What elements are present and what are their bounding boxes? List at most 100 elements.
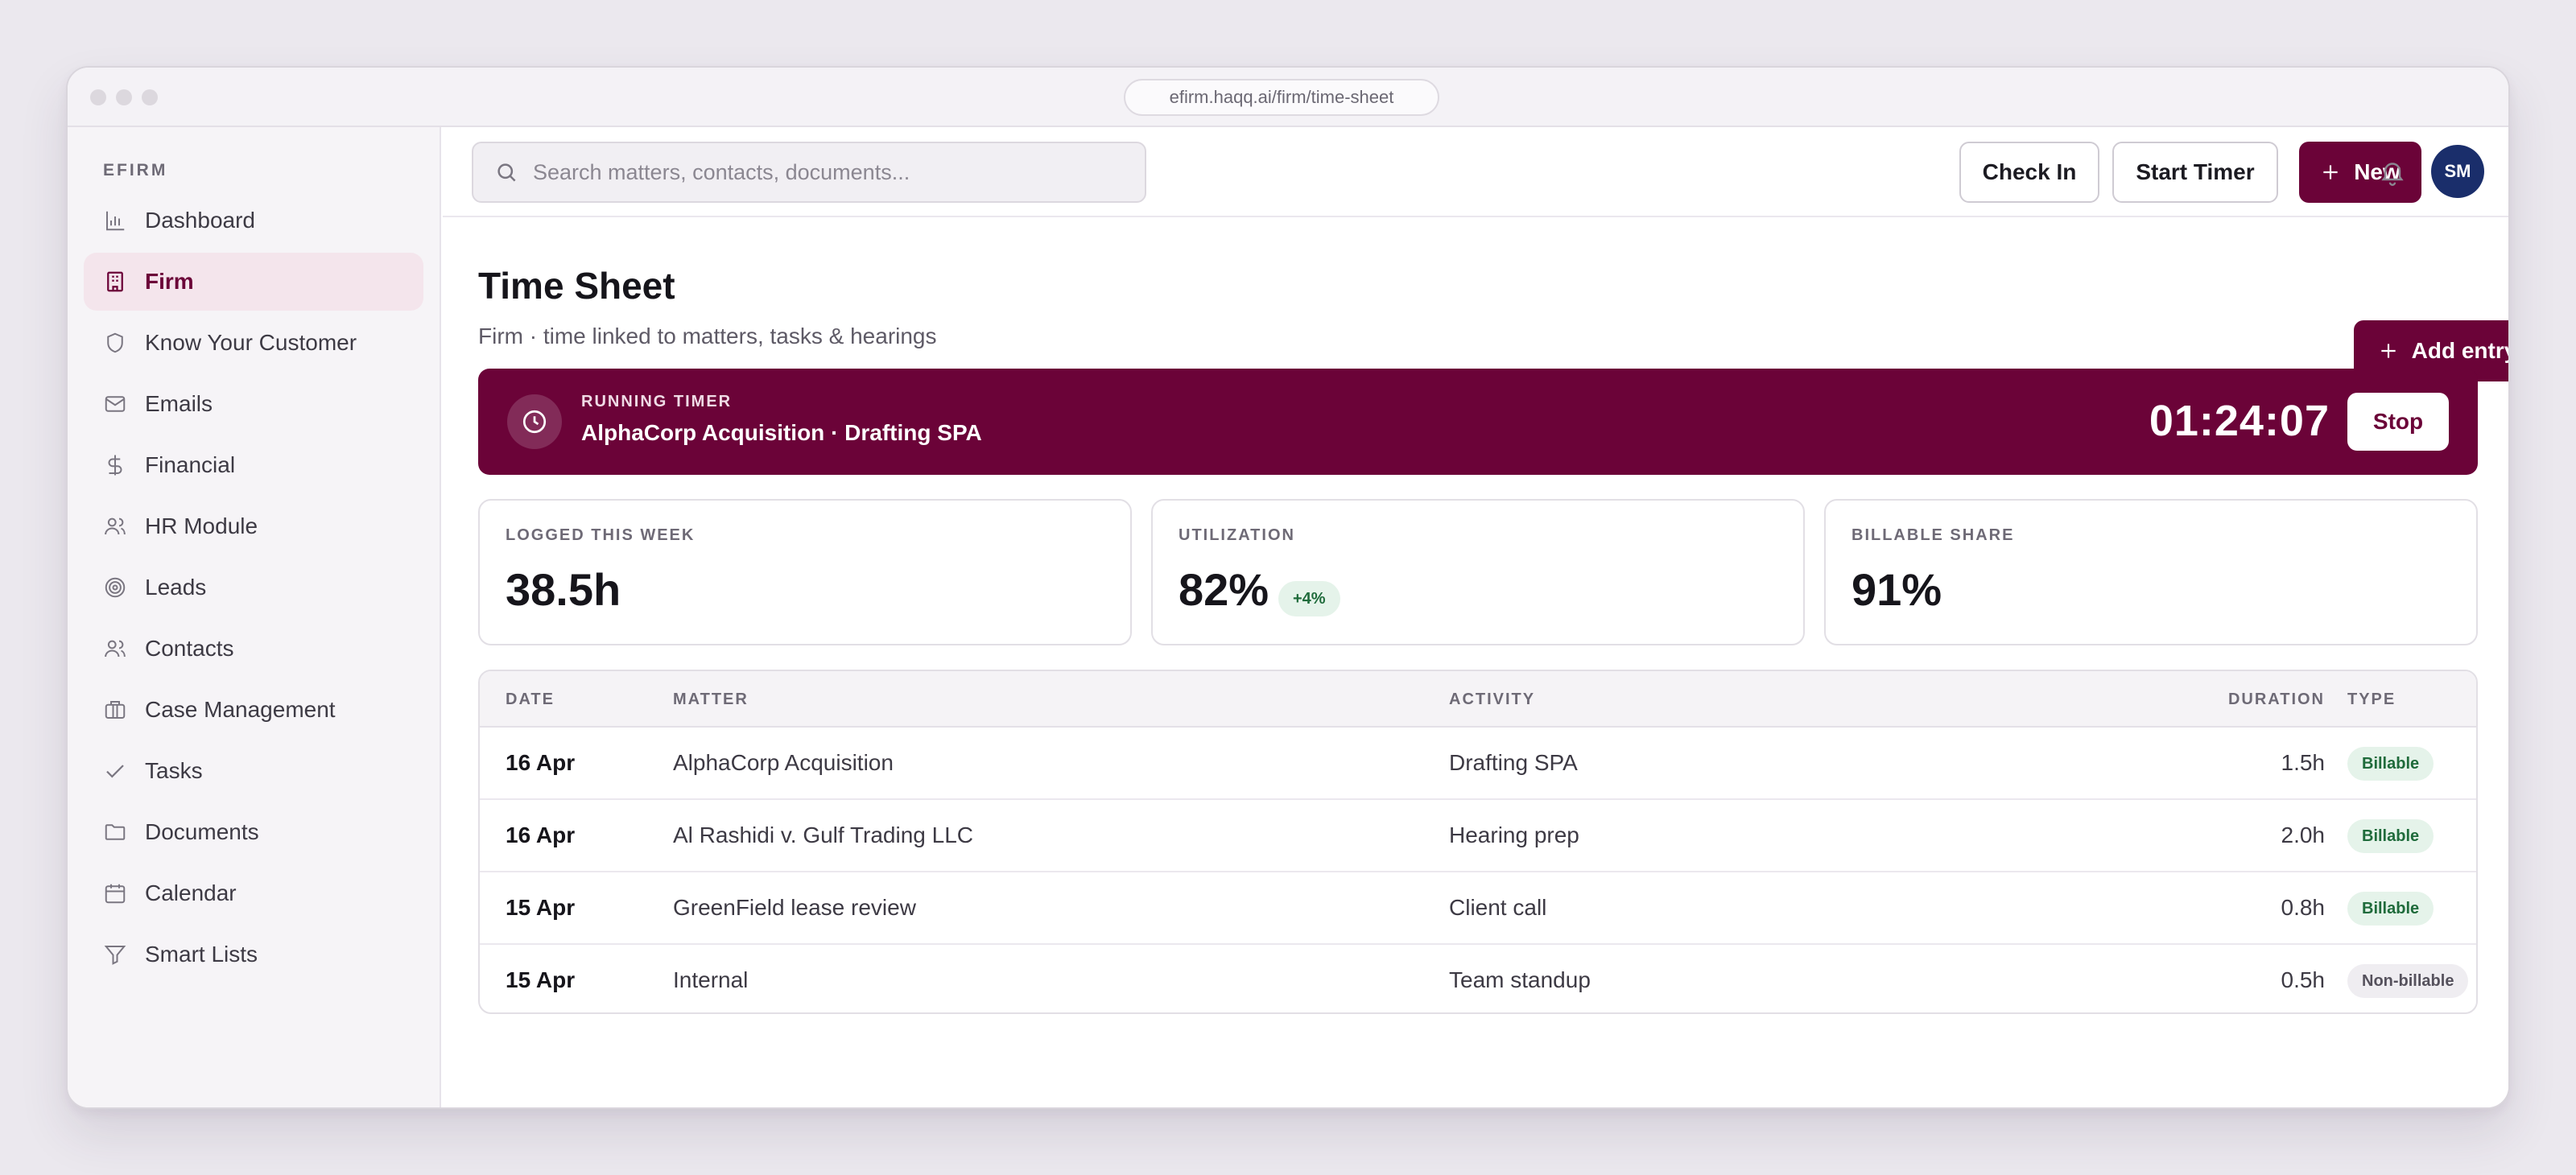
sidebar-item-label: Smart Lists: [145, 942, 258, 967]
sidebar-item-label: Documents: [145, 819, 259, 844]
sidebar-item-case-management[interactable]: Case Management: [84, 681, 423, 739]
cell-date: 15 Apr: [506, 895, 576, 920]
timer-title: AlphaCorp Acquisition · Drafting SPA: [581, 420, 982, 445]
sidebar-item-smart-lists[interactable]: Smart Lists: [84, 926, 423, 983]
cell-matter[interactable]: Al Rashidi v. Gulf Trading LLC: [673, 822, 973, 847]
cell-activity: Drafting SPA: [1449, 750, 1578, 775]
clock-icon: [507, 394, 562, 449]
sidebar-item-label: Firm: [145, 269, 194, 294]
stat-label: UTILIZATION: [1179, 526, 1295, 544]
window-maximize-dot[interactable]: [142, 89, 158, 105]
sidebar-item-hr-module[interactable]: HR Module: [84, 497, 423, 555]
stat-value: 82%: [1179, 564, 1269, 615]
folder-icon: [103, 820, 127, 844]
column-header-duration[interactable]: DURATION: [2227, 691, 2325, 708]
type-badge: Billable: [2347, 892, 2434, 926]
cell-duration: 0.5h: [2281, 967, 2326, 992]
dollar-icon: [103, 453, 127, 477]
stat-value: 38.5h: [506, 564, 621, 615]
browser-titlebar: efirm.haqq.ai/firm/time-sheet: [68, 68, 2508, 127]
users-icon: [103, 514, 127, 538]
target-icon: [103, 575, 127, 600]
main-content: Search matters, contacts, documents... C…: [443, 127, 2508, 1107]
stat-label: BILLABLE SHARE: [1852, 526, 2015, 544]
sidebar-item-contacts[interactable]: Contacts: [84, 620, 423, 678]
cell-date: 15 Apr: [506, 967, 576, 992]
sidebar-item-emails[interactable]: Emails: [84, 375, 423, 433]
cell-duration: 1.5h: [2281, 750, 2326, 775]
start-timer-button[interactable]: Start Timer: [2112, 142, 2278, 203]
cell-date: 16 Apr: [506, 822, 576, 847]
column-header-type[interactable]: TYPE: [2347, 691, 2396, 708]
sidebar-item-label: Case Management: [145, 697, 336, 722]
sidebar-item-calendar[interactable]: Calendar: [84, 864, 423, 922]
sidebar-item-leads[interactable]: Leads: [84, 559, 423, 616]
check-icon: [103, 759, 127, 783]
type-badge: Billable: [2347, 747, 2434, 781]
sidebar-item-label: HR Module: [145, 513, 258, 538]
table-row[interactable]: 15 Apr Internal Team standup 0.5h Non-bi…: [480, 945, 2476, 1012]
user-avatar[interactable]: SM: [2431, 145, 2484, 198]
top-bar: Search matters, contacts, documents... C…: [443, 127, 2508, 217]
cell-duration: 2.0h: [2281, 822, 2326, 847]
stat-card-logged: LOGGED THIS WEEK 38.5h: [478, 499, 1132, 645]
search-placeholder: Search matters, contacts, documents...: [533, 159, 910, 184]
search-input[interactable]: Search matters, contacts, documents...: [472, 142, 1146, 203]
column-header-date[interactable]: DATE: [506, 691, 555, 708]
table-row[interactable]: 15 Apr GreenField lease review Client ca…: [480, 872, 2476, 945]
bell-icon[interactable]: [2378, 158, 2407, 187]
cell-duration: 0.8h: [2281, 895, 2326, 920]
sidebar-item-label: Tasks: [145, 758, 203, 783]
stop-button[interactable]: Stop: [2347, 393, 2449, 451]
sidebar-item-label: Emails: [145, 391, 213, 416]
stat-card-billable-share: BILLABLE SHARE 91%: [1824, 499, 2478, 645]
mail-icon: [103, 392, 127, 416]
type-badge: Billable: [2347, 819, 2434, 853]
sidebar-item-dashboard[interactable]: Dashboard: [84, 192, 423, 249]
search-icon: [497, 163, 516, 182]
stat-card-utilization: UTILIZATION 82% +4%: [1151, 499, 1805, 645]
browser-window: efirm.haqq.ai/firm/time-sheet EFIRM Dash…: [66, 66, 2510, 1109]
sidebar: EFIRM Dashboard Firm Know Your Customer …: [68, 127, 441, 1107]
window-minimize-dot[interactable]: [116, 89, 132, 105]
time-entries-table: DATE MATTER ACTIVITY DURATION TYPE 16 Ap…: [478, 670, 2478, 1014]
sidebar-item-firm[interactable]: Firm: [84, 253, 423, 311]
timer-label: RUNNING TIMER: [581, 393, 733, 410]
sidebar-item-tasks[interactable]: Tasks: [84, 742, 423, 800]
table-row[interactable]: 16 Apr AlphaCorp Acquisition Drafting SP…: [480, 728, 2476, 800]
table-header: DATE MATTER ACTIVITY DURATION TYPE: [480, 671, 2476, 728]
sidebar-item-label: Dashboard: [145, 208, 255, 233]
sidebar-item-label: Know Your Customer: [145, 330, 357, 355]
building-icon: [103, 270, 127, 294]
type-badge: Non-billable: [2347, 964, 2469, 998]
cell-activity: Client call: [1449, 895, 1547, 920]
cell-matter[interactable]: GreenField lease review: [673, 895, 916, 920]
check-in-button[interactable]: Check In: [1959, 142, 2099, 203]
bar-chart-icon: [103, 208, 127, 233]
cell-matter[interactable]: AlphaCorp Acquisition: [673, 750, 894, 775]
cell-date: 16 Apr: [506, 750, 576, 775]
calendar-icon: [103, 881, 127, 905]
sidebar-item-documents[interactable]: Documents: [84, 803, 423, 861]
table-row[interactable]: 16 Apr Al Rashidi v. Gulf Trading LLC He…: [480, 800, 2476, 872]
sidebar-item-label: Contacts: [145, 636, 234, 661]
sidebar-item-kyc[interactable]: Know Your Customer: [84, 314, 423, 372]
shield-icon: [103, 331, 127, 355]
briefcase-icon: [103, 698, 127, 722]
plus-icon: [2323, 165, 2338, 179]
timer-elapsed: 01:24:07: [2149, 397, 2330, 445]
column-header-activity[interactable]: ACTIVITY: [1449, 691, 1536, 708]
page-subtitle: Firm · time linked to matters, tasks & h…: [478, 324, 937, 348]
delta-badge: +4%: [1278, 581, 1340, 616]
add-entry-label: Add entry: [2411, 338, 2510, 363]
cell-activity: Hearing prep: [1449, 822, 1579, 847]
cell-matter[interactable]: Internal: [673, 967, 749, 992]
filter-icon: [103, 942, 127, 967]
running-timer-banner: RUNNING TIMER AlphaCorp Acquisition · Dr…: [478, 369, 2478, 475]
column-header-matter[interactable]: MATTER: [673, 691, 749, 708]
window-close-dot[interactable]: [90, 89, 106, 105]
sidebar-item-label: Leads: [145, 575, 207, 600]
sidebar-item-financial[interactable]: Financial: [84, 436, 423, 494]
sidebar-item-label: Financial: [145, 452, 236, 477]
address-bar[interactable]: efirm.haqq.ai/firm/time-sheet: [1124, 79, 1439, 116]
